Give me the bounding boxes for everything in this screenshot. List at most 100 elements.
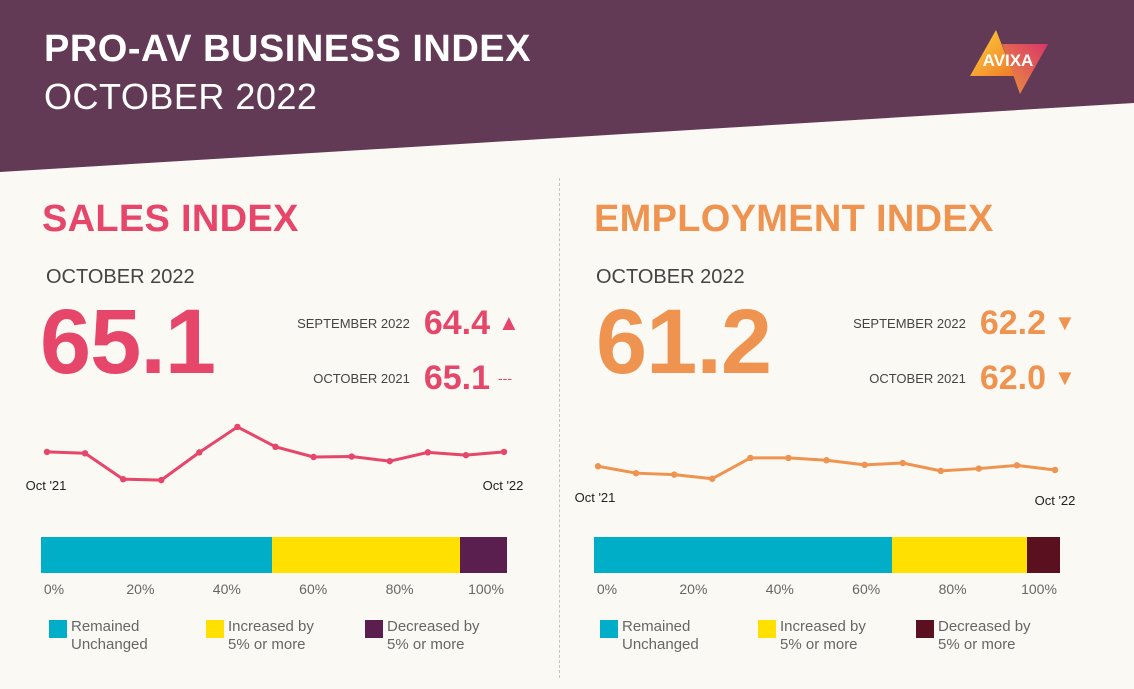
data-point-Dec '21 (119, 476, 127, 483)
legend-label: Decreased by 5% or more (387, 618, 480, 653)
legend-increased: Increased by 5% or more (758, 618, 880, 654)
legend-remained: Remained Unchanged (49, 618, 171, 654)
employment-prev-month-row: SEPTEMBER 2022 62.2 ▼ (770, 303, 1076, 343)
employment-stacked-bar (594, 537, 1060, 573)
sales-current-value: 65.1 (40, 291, 216, 393)
sales-current-label: OCTOBER 2022 (46, 266, 195, 288)
sales-prev-month-value: 64.4 (423, 303, 490, 342)
bar-segment-increased (892, 537, 1028, 573)
data-point-Jan '22 (158, 476, 165, 484)
bar-segment-increased (271, 537, 461, 573)
legend-decreased: Decreased by 5% or more (916, 618, 1046, 654)
axis-tick: 0% (596, 581, 618, 597)
legend-swatch-increased (206, 620, 224, 638)
legend-swatch-remained (600, 620, 618, 638)
legend-remained: Remained Unchanged (600, 618, 722, 654)
x-start-label: Oct '21 (575, 490, 616, 505)
up-arrow-icon: ▲ (498, 310, 520, 335)
employment-current-value: 61.2 (596, 291, 772, 393)
data-point-Feb '22 (747, 454, 754, 462)
data-point-Aug '22 (424, 449, 432, 456)
data-point-Apr '22 (272, 443, 279, 451)
data-point-Feb '22 (196, 449, 203, 456)
legend-label: Increased by 5% or more (228, 618, 314, 653)
down-arrow-icon: ▼ (1054, 365, 1076, 390)
bar-segment-decreased (460, 537, 507, 573)
legend-swatch-decreased (916, 620, 934, 638)
legend-increased: Increased by 5% or more (206, 618, 328, 654)
sales-panel: SALES INDEX OCTOBER 2022 65.1 SEPTEMBER … (0, 0, 560, 689)
sales-stacked-bar (41, 537, 507, 573)
data-point-Jul '22 (386, 457, 393, 465)
avixa-logo: AVIXA (970, 30, 1048, 94)
axis-tick: 80% (938, 581, 967, 597)
data-point-Oct '22 (500, 448, 508, 456)
legend-label: Decreased by 5% or more (938, 618, 1031, 653)
axis-tick: 20% (679, 581, 708, 597)
legend-decreased: Decreased by 5% or more (365, 618, 495, 654)
sales-bar-axis: 0% 20% 40% 60% 80% 100% (44, 581, 504, 599)
employment-title: EMPLOYMENT INDEX (594, 198, 994, 240)
axis-tick: 60% (299, 581, 328, 597)
no-change-icon: --- (498, 370, 512, 386)
page-subtitle: OCTOBER 2022 (44, 76, 318, 117)
axis-tick: 20% (126, 581, 155, 597)
legend-label: Increased by 5% or more (780, 618, 866, 653)
data-point-Nov '21 (632, 469, 640, 477)
data-point-Oct '21 (43, 448, 51, 456)
sales-prev-year-row: OCTOBER 2021 65.1 --- (230, 358, 520, 398)
axis-tick: 0% (43, 581, 65, 597)
sales-line-chart: Oct '21 Oct '22 (26, 423, 524, 493)
employment-prev-month-value: 62.2 (979, 303, 1046, 342)
employment-bar-axis: 0% 20% 40% 60% 80% 100% (597, 581, 1057, 599)
bar-segment-decreased (1027, 537, 1060, 573)
employment-panel: EMPLOYMENT INDEX OCTOBER 2022 61.2 SEPTE… (560, 0, 1120, 689)
sales-prev-month-row: SEPTEMBER 2022 64.4 ▲ (230, 303, 520, 343)
employment-prev-year-value: 62.0 (979, 358, 1046, 397)
data-point-Dec '21 (670, 471, 678, 478)
down-arrow-icon: ▼ (1054, 310, 1076, 335)
logo-text: AVIXA (983, 51, 1034, 70)
data-point-May '22 (310, 453, 317, 461)
bar-segment-remained (41, 537, 272, 573)
data-point-Jan '22 (709, 475, 716, 482)
axis-tick: 80% (385, 581, 414, 597)
sales-prev-year-value: 65.1 (423, 358, 490, 397)
axis-tick: 100% (468, 581, 504, 597)
axis-tick: 40% (212, 581, 241, 597)
axis-tick: 60% (852, 581, 881, 597)
employment-prev-year-row: OCTOBER 2021 62.0 ▼ (770, 358, 1076, 398)
legend-swatch-decreased (365, 620, 383, 638)
panel-divider (559, 178, 560, 678)
data-point-Jun '22 (348, 453, 355, 460)
data-point-Mar '22 (234, 423, 241, 431)
legend-label: Remained Unchanged (71, 618, 148, 653)
bar-segment-remained (594, 537, 893, 573)
axis-tick: 40% (765, 581, 794, 597)
data-point-Apr '22 (823, 457, 830, 464)
sales-prev-year-label: OCTOBER 2021 (313, 370, 410, 386)
legend-swatch-remained (49, 620, 67, 638)
legend-swatch-increased (758, 620, 776, 638)
data-point-Nov '21 (81, 450, 89, 457)
legend-label: Remained Unchanged (622, 618, 699, 653)
sales-prev-month-label: SEPTEMBER 2022 (297, 315, 410, 331)
employment-prev-year-label: OCTOBER 2021 (869, 370, 966, 386)
data-point-Aug '22 (975, 465, 983, 472)
data-point-Sep '22 (462, 451, 470, 459)
data-point-Sep '22 (1013, 462, 1021, 469)
data-point-Jul '22 (937, 467, 944, 475)
axis-tick: 100% (1021, 581, 1057, 597)
trend-line (46, 425, 505, 482)
x-end-label: Oct '22 (1035, 493, 1076, 508)
page-title: PRO-AV BUSINESS INDEX (44, 28, 531, 70)
header-banner (0, 0, 1134, 172)
data-point-May '22 (861, 461, 868, 469)
x-end-label: Oct '22 (483, 478, 524, 493)
employment-current-label: OCTOBER 2022 (596, 266, 745, 288)
x-start-label: Oct '21 (26, 478, 67, 493)
data-point-Jun '22 (899, 459, 906, 467)
data-point-Mar '22 (785, 454, 792, 462)
employment-line-chart: Oct '21 Oct '22 (575, 454, 1076, 508)
data-point-Oct '21 (594, 463, 602, 470)
